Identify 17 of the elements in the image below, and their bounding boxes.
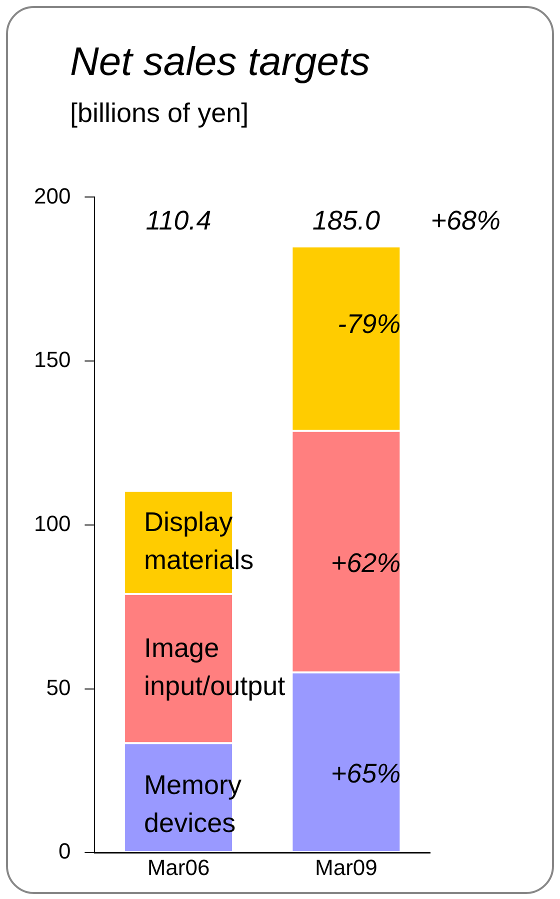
annotation: -79% (338, 309, 401, 340)
x-tick-label: Mar06 (147, 854, 210, 880)
annotation: +65% (330, 758, 401, 789)
y-tick-label: 200 (34, 183, 71, 208)
y-tick-label: 100 (34, 510, 71, 536)
x-tick-label: Mar09 (314, 854, 378, 880)
series-label: Memory devices (144, 770, 242, 838)
annotation: +62% (330, 548, 401, 578)
y-tick-label: 50 (46, 674, 71, 700)
y-tick-label: 0 (58, 838, 71, 864)
series-label: Image input/output (144, 633, 286, 702)
y-tick-label: 150 (34, 347, 71, 372)
annotation: 185.0 (312, 206, 380, 236)
annotation: 110.4 (146, 206, 212, 236)
text: +68% (430, 206, 501, 236)
chart-title: Net sales targets (70, 40, 370, 85)
chart-subtitle: [billions of yen] (70, 98, 249, 129)
